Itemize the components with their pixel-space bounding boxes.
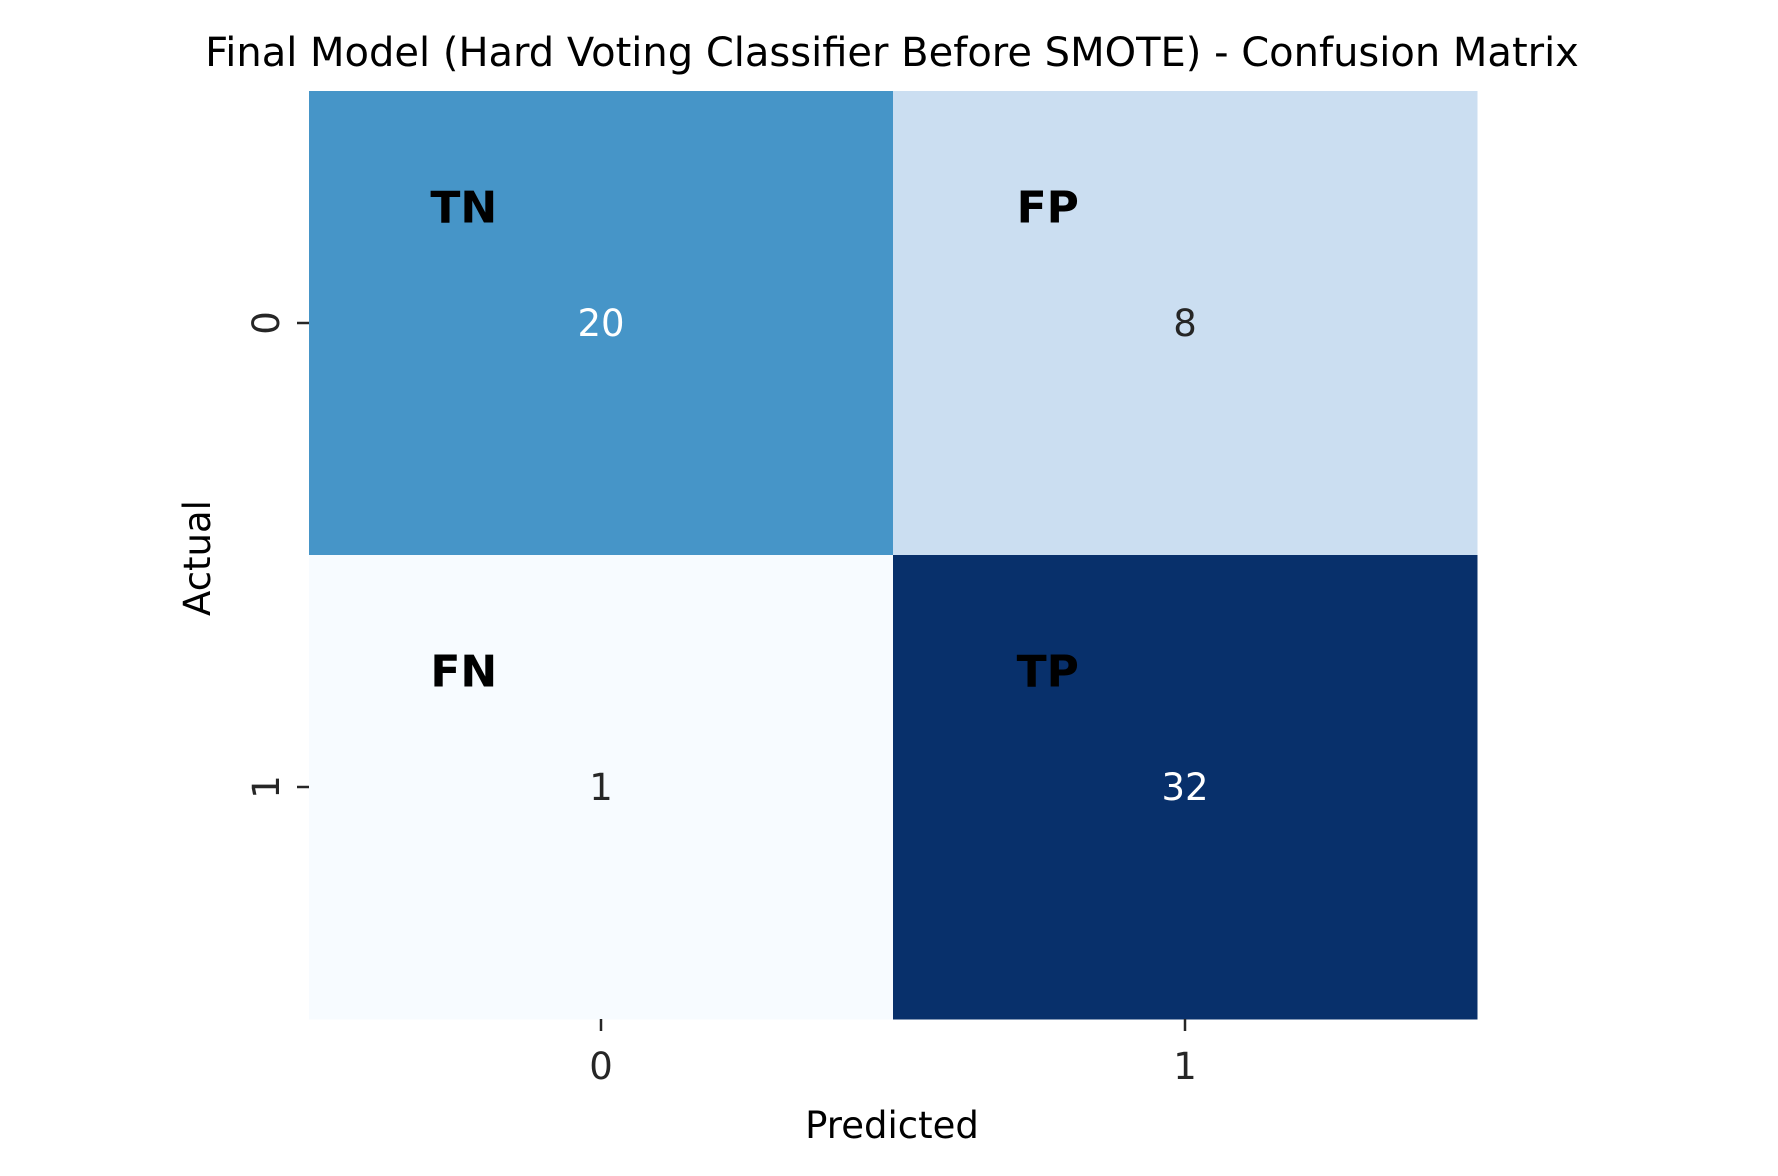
y-tick-label: 1 bbox=[245, 775, 288, 799]
heatmap-cell-0-1 bbox=[893, 91, 1478, 556]
cell-value-0-1: 8 bbox=[1173, 302, 1197, 345]
cell-value-1-1: 32 bbox=[1161, 766, 1208, 809]
heatmap-cell-1-0 bbox=[309, 555, 894, 1020]
heatmap-cells: 20 TN 8 FP 1 FN 32 TP bbox=[309, 91, 1478, 1020]
heatmap-cell-1-1 bbox=[893, 555, 1478, 1020]
chart-title: Final Model (Hard Voting Classifier Befo… bbox=[205, 30, 1579, 76]
axis-ticks: 0 1 0 1 bbox=[245, 311, 1197, 1088]
cell-tag-tp: TP bbox=[1017, 646, 1079, 697]
y-axis-label: Actual bbox=[176, 500, 219, 616]
cell-tag-fp: FP bbox=[1017, 182, 1079, 233]
y-tick-label: 0 bbox=[245, 311, 288, 335]
x-axis-label: Predicted bbox=[805, 1104, 979, 1147]
heatmap-cell-0-0 bbox=[309, 91, 894, 556]
cell-value-0-0: 20 bbox=[577, 302, 624, 345]
x-tick-label: 0 bbox=[589, 1045, 613, 1088]
cell-tag-tn: TN bbox=[430, 182, 497, 233]
x-tick-label: 1 bbox=[1173, 1045, 1197, 1088]
cell-value-1-0: 1 bbox=[589, 766, 613, 809]
cell-tag-fn: FN bbox=[430, 646, 497, 697]
